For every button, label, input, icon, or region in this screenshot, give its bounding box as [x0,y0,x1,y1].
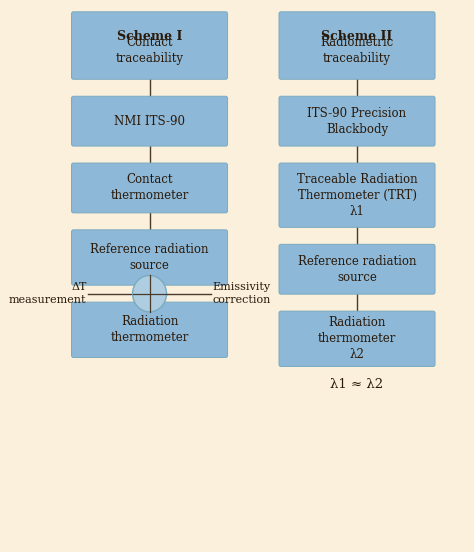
Text: Traceable Radiation
Thermometer (TRT)
λ1: Traceable Radiation Thermometer (TRT) λ1 [297,173,417,217]
Text: Reference radiation
source: Reference radiation source [298,254,416,284]
Text: Radiation
thermometer: Radiation thermometer [110,315,189,344]
Text: Contact
traceability: Contact traceability [116,36,183,65]
Text: ITS-90 Precision
Blackbody: ITS-90 Precision Blackbody [308,107,407,136]
Circle shape [133,275,166,312]
Text: Radiometric
traceability: Radiometric traceability [320,36,393,65]
FancyBboxPatch shape [72,163,228,213]
FancyBboxPatch shape [72,12,228,79]
FancyBboxPatch shape [279,96,435,146]
FancyBboxPatch shape [72,302,228,358]
Text: NMI ITS-90: NMI ITS-90 [114,115,185,128]
FancyBboxPatch shape [279,12,435,79]
Text: Radiation
thermometer
λ2: Radiation thermometer λ2 [318,316,396,362]
FancyBboxPatch shape [72,230,228,285]
Text: Scheme II: Scheme II [321,29,392,43]
FancyBboxPatch shape [72,96,228,146]
Text: ΔT
measurement: ΔT measurement [9,283,87,305]
Text: Contact
thermometer: Contact thermometer [110,173,189,203]
FancyBboxPatch shape [279,311,435,367]
Text: λ1 ≈ λ2: λ1 ≈ λ2 [330,378,383,391]
Text: Reference radiation
source: Reference radiation source [90,243,209,272]
FancyBboxPatch shape [279,245,435,294]
FancyBboxPatch shape [279,163,435,227]
Text: Emissivity
correction: Emissivity correction [212,283,271,305]
Text: Scheme I: Scheme I [117,29,182,43]
